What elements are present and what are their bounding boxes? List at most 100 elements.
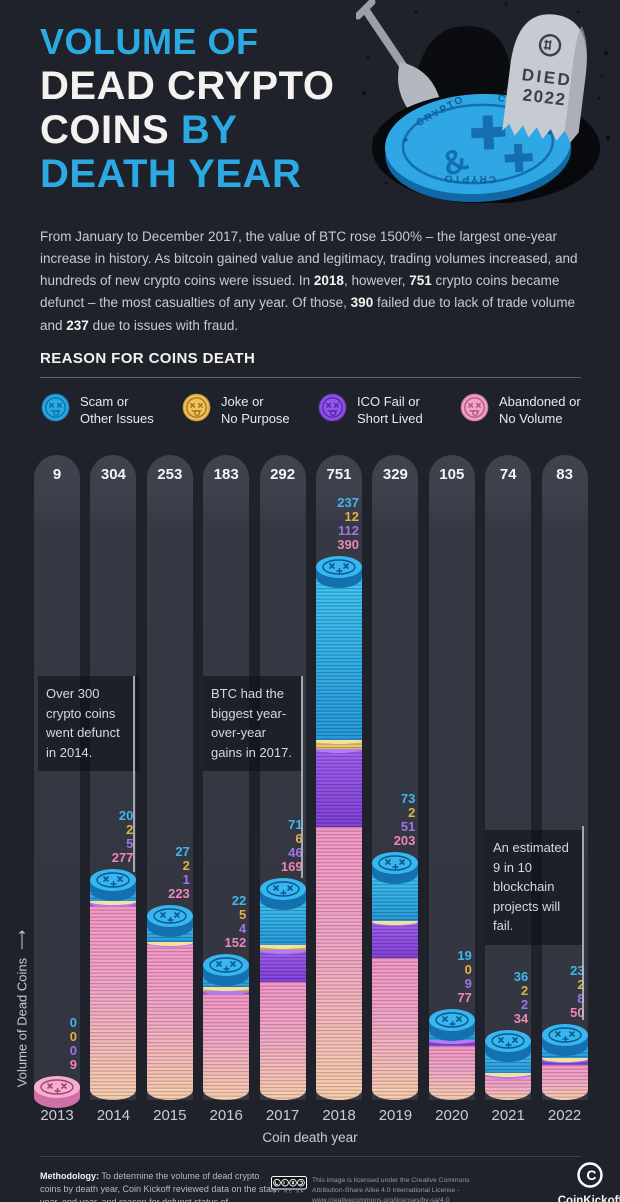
bar-value: 23	[570, 962, 585, 978]
bar-value: 9	[69, 1056, 77, 1072]
x-tick-label: 2015	[153, 1107, 187, 1124]
x-axis-title: Coin death year	[262, 1130, 358, 1145]
bar-value: 0	[69, 1042, 77, 1058]
coin-glyph-icon	[538, 34, 562, 57]
dead-coin-icon-ico	[317, 392, 348, 428]
intro-paragraph: From January to December 2017, the value…	[40, 229, 578, 333]
bar-value: 1	[182, 871, 190, 887]
bar-value-labels: 73 2 51 203	[372, 791, 416, 848]
bar-value: 36	[513, 969, 529, 985]
page-title: VOLUME OF DEAD CRYPTO COINS BY DEATH YEA…	[40, 20, 334, 196]
dead-coin-icon-scam	[40, 392, 71, 428]
bar-value-labels: 19 0 9 77	[429, 947, 472, 1005]
legend-divider	[40, 377, 581, 378]
bar-track	[34, 455, 80, 1100]
annotation-blockchain-fail-line	[582, 826, 584, 1020]
bar-track	[485, 455, 532, 1100]
title-line-4: DEATH YEAR	[40, 152, 302, 196]
y-axis-label: Volume of Dead Coins⟶	[13, 929, 30, 1088]
bar-value-labels: 71 6 46 169	[260, 816, 303, 874]
bar-value: 2	[182, 857, 190, 873]
bar-segment	[259, 981, 306, 1100]
x-tick-label: 2019	[378, 1107, 413, 1124]
segment-disc	[203, 984, 250, 992]
x-tick-label: 2022	[547, 1107, 582, 1124]
coinkickoff-logo-icon: C	[577, 1162, 603, 1188]
bar-value: 46	[288, 844, 303, 860]
bar-track	[541, 455, 588, 1100]
segment-disc	[372, 917, 419, 925]
bar-segment	[316, 745, 362, 827]
bar-track	[428, 455, 475, 1100]
segment-disc	[146, 938, 193, 946]
bar-value: 2	[520, 997, 529, 1013]
grave-illustration: & CRYPTO CRYPTO CRYPTO DIED 2022	[356, 0, 611, 203]
bar-total-label: 105	[439, 466, 465, 483]
bar-value: 0	[69, 1028, 77, 1044]
segment-disc	[485, 1070, 532, 1078]
bar-value: 51	[400, 818, 416, 834]
bar-value: 169	[280, 858, 303, 874]
svg-text:C: C	[586, 1167, 596, 1183]
license-text: This image is licensed under the Creativ…	[312, 1177, 470, 1202]
bar-value-labels: 23 2 8 50	[542, 962, 585, 1020]
svg-text:BY NC SA: BY NC SA	[273, 1190, 305, 1193]
bar-value: 19	[457, 947, 472, 963]
bar-total-label: 304	[100, 466, 126, 483]
annotation-2014-line	[133, 676, 135, 872]
bar-value: 5	[238, 906, 247, 922]
dead-coin-icon-joke	[181, 392, 212, 428]
dirt-mound	[416, 25, 512, 102]
coin-rim-text: CRYPTO	[443, 172, 496, 184]
x-tick-label: 2016	[209, 1107, 243, 1124]
segment-disc	[259, 946, 306, 954]
bar-value: 152	[224, 934, 247, 950]
bar-value: 2	[577, 976, 585, 992]
segment-disc	[316, 745, 362, 753]
coin-cap-icon	[90, 867, 137, 903]
bar-value: 112	[338, 523, 359, 539]
bar-value: 9	[464, 975, 472, 991]
legend-item-scam: Scam or Other Issues	[40, 392, 154, 428]
bar-value: 277	[111, 850, 134, 866]
bar-segment	[316, 827, 362, 1100]
x-tick-label: 2014	[96, 1107, 131, 1124]
annotation-2017-line	[301, 676, 303, 878]
bar-value: 50	[570, 1004, 585, 1020]
bar-total-label: 183	[213, 466, 239, 483]
annotation-2014: Over 300 crypto coins went defunct in 20…	[38, 676, 139, 771]
bar-value: 2	[126, 822, 134, 838]
coin-cap-icon	[34, 1074, 80, 1110]
coin-cap-icon	[485, 1028, 532, 1064]
footer-divider	[40, 1156, 581, 1157]
bar-value: 71	[288, 816, 303, 832]
x-tick-label: 2013	[40, 1107, 74, 1124]
up-arrow-icon: ⟶	[13, 929, 30, 950]
chart: 9 0 0 0 9 304 20 2 5 277 253 27 2 1 223 183 22 5 4 152 2…	[0, 455, 620, 1108]
bar-total-label: 9	[52, 466, 62, 483]
coin-cap-icon	[203, 952, 250, 988]
bar-value: 0	[464, 961, 472, 977]
bar-value-labels: 27 2 1 223	[147, 844, 190, 901]
bar-total-label: 292	[270, 466, 296, 483]
bar-total-label: 253	[157, 466, 183, 483]
bar-segment	[203, 993, 250, 1100]
bar-value: 34	[513, 1011, 529, 1027]
bar-segment	[259, 946, 306, 982]
bar-segment	[372, 957, 419, 1100]
bar-segment	[428, 1046, 475, 1100]
bar-value: 77	[457, 989, 472, 1005]
bar-value: 12	[344, 509, 359, 525]
x-tick-label: 2020	[435, 1107, 469, 1124]
bar-value: 0	[69, 1014, 77, 1030]
legend-label: Scam or Other Issues	[80, 394, 154, 426]
bar-segment	[541, 1055, 588, 1063]
bar-segment	[372, 917, 419, 925]
bar-segment	[541, 1065, 588, 1100]
bar-segment	[203, 984, 250, 992]
bar-value: 390	[337, 537, 359, 553]
bar-value: 4	[238, 920, 247, 936]
segment-disc	[316, 737, 362, 745]
bar-segment	[316, 571, 362, 741]
